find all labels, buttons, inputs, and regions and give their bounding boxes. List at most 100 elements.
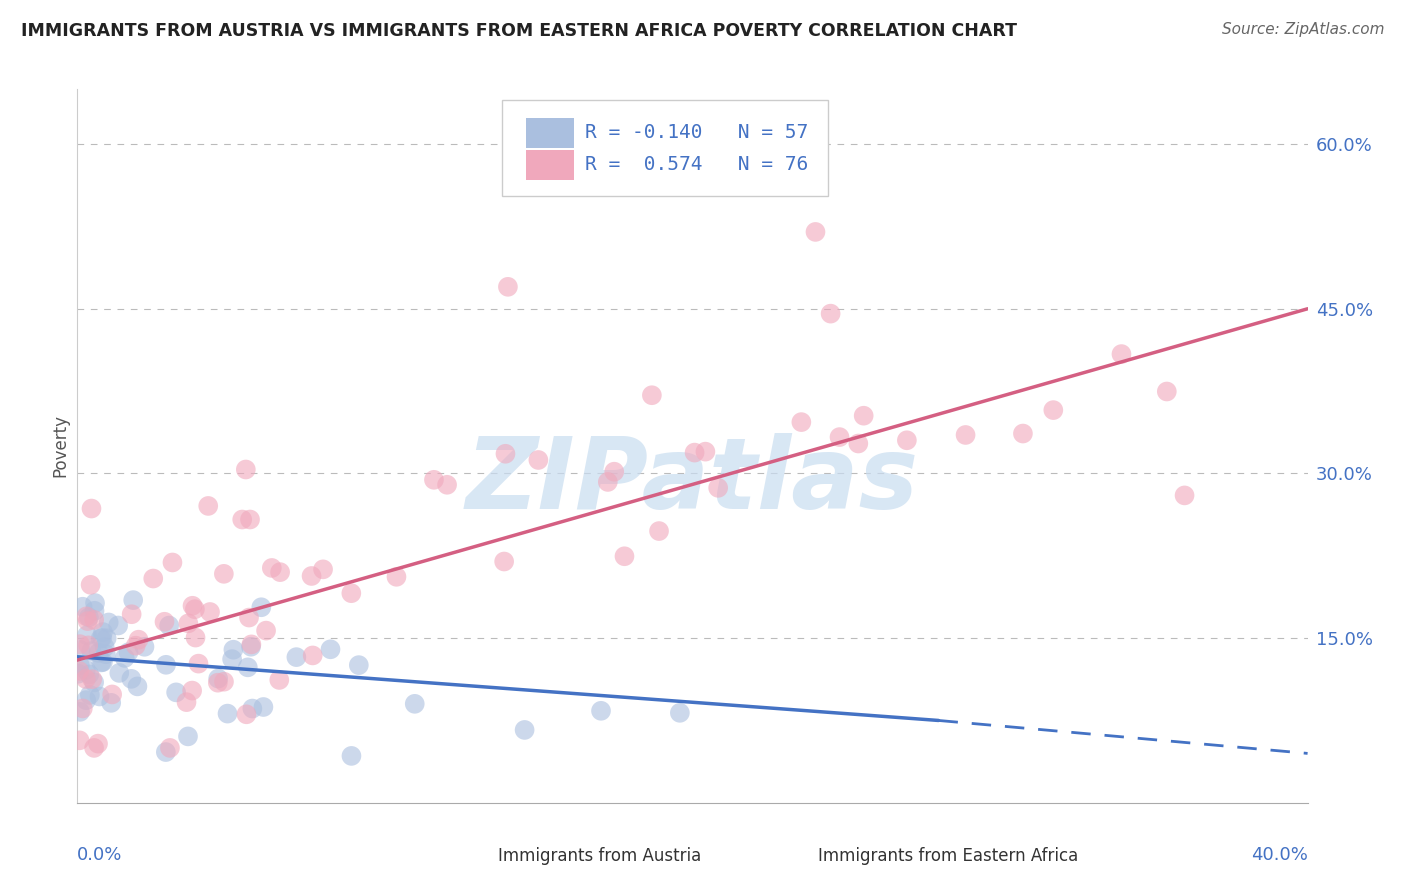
Point xyxy=(238,610,260,624)
Point xyxy=(319,642,342,657)
Point xyxy=(162,556,184,570)
Point xyxy=(83,740,105,755)
Point xyxy=(820,307,842,321)
Point xyxy=(91,631,114,645)
Point xyxy=(236,660,259,674)
Point xyxy=(79,578,101,592)
Point xyxy=(596,475,619,489)
Point xyxy=(87,737,110,751)
Point xyxy=(683,445,706,459)
Point xyxy=(75,693,97,707)
Point xyxy=(828,430,851,444)
Point xyxy=(436,477,458,491)
Point xyxy=(513,723,536,737)
Point xyxy=(896,434,918,448)
Point xyxy=(80,501,103,516)
Point xyxy=(96,632,118,646)
Point xyxy=(75,672,97,686)
Point xyxy=(94,647,117,661)
Text: R = -0.140   N = 57: R = -0.140 N = 57 xyxy=(585,122,808,142)
Point xyxy=(207,672,229,686)
Point xyxy=(89,690,111,704)
Point xyxy=(122,593,145,607)
Point xyxy=(84,596,107,610)
Point xyxy=(142,572,165,586)
Point xyxy=(108,665,131,680)
Point xyxy=(1042,403,1064,417)
Point xyxy=(82,672,104,686)
Point xyxy=(91,625,114,640)
Point xyxy=(340,586,363,600)
FancyBboxPatch shape xyxy=(770,844,811,869)
Point xyxy=(75,663,97,677)
FancyBboxPatch shape xyxy=(526,150,575,180)
Point xyxy=(641,388,664,402)
Point xyxy=(260,561,283,575)
Point xyxy=(69,658,91,673)
Point xyxy=(187,657,209,671)
Point xyxy=(648,524,671,538)
Point xyxy=(67,666,90,681)
Point xyxy=(184,602,207,616)
Point xyxy=(695,444,717,458)
Point xyxy=(177,616,200,631)
Point xyxy=(239,512,262,526)
Point xyxy=(669,706,692,720)
Point xyxy=(181,599,204,613)
Text: ZIPatlas: ZIPatlas xyxy=(465,434,920,530)
Point xyxy=(127,679,149,693)
Point xyxy=(100,696,122,710)
Point xyxy=(114,651,136,665)
Point xyxy=(235,707,257,722)
Point xyxy=(176,695,198,709)
Point xyxy=(87,646,110,660)
Point xyxy=(69,705,91,719)
Point xyxy=(97,615,120,630)
Point xyxy=(613,549,636,564)
Point xyxy=(153,615,176,629)
Point xyxy=(235,462,257,476)
Point xyxy=(269,565,291,579)
Point xyxy=(301,648,323,663)
Text: Source: ZipAtlas.com: Source: ZipAtlas.com xyxy=(1222,22,1385,37)
Point xyxy=(269,673,291,687)
Point xyxy=(125,639,148,653)
Point xyxy=(177,730,200,744)
Text: 0.0%: 0.0% xyxy=(77,846,122,863)
Point xyxy=(76,628,98,642)
Point xyxy=(72,701,94,715)
Point xyxy=(91,655,114,669)
Point xyxy=(955,428,977,442)
Point xyxy=(222,642,245,657)
Point xyxy=(212,674,235,689)
Point xyxy=(340,748,363,763)
Text: IMMIGRANTS FROM AUSTRIA VS IMMIGRANTS FROM EASTERN AFRICA POVERTY CORRELATION CH: IMMIGRANTS FROM AUSTRIA VS IMMIGRANTS FR… xyxy=(21,22,1017,40)
Point xyxy=(1111,347,1133,361)
Point xyxy=(77,610,100,624)
Point xyxy=(603,465,626,479)
Point xyxy=(1174,488,1197,502)
Point xyxy=(846,436,869,450)
Point xyxy=(212,566,235,581)
Point xyxy=(347,658,370,673)
Point xyxy=(69,643,91,657)
Point xyxy=(107,618,129,632)
Point xyxy=(90,632,112,646)
Point xyxy=(93,640,115,655)
Point xyxy=(240,640,263,654)
Point xyxy=(117,645,139,659)
Y-axis label: Poverty: Poverty xyxy=(51,415,69,477)
FancyBboxPatch shape xyxy=(526,118,575,148)
Point xyxy=(79,688,101,702)
Point xyxy=(165,685,187,699)
Point xyxy=(75,609,97,624)
FancyBboxPatch shape xyxy=(502,100,828,196)
Point xyxy=(120,672,142,686)
Point xyxy=(423,473,446,487)
Point xyxy=(69,637,91,651)
Point xyxy=(67,664,90,678)
Point xyxy=(83,675,105,690)
Point xyxy=(77,638,100,652)
Text: Immigrants from Eastern Africa: Immigrants from Eastern Africa xyxy=(818,847,1078,865)
Point xyxy=(83,613,105,627)
